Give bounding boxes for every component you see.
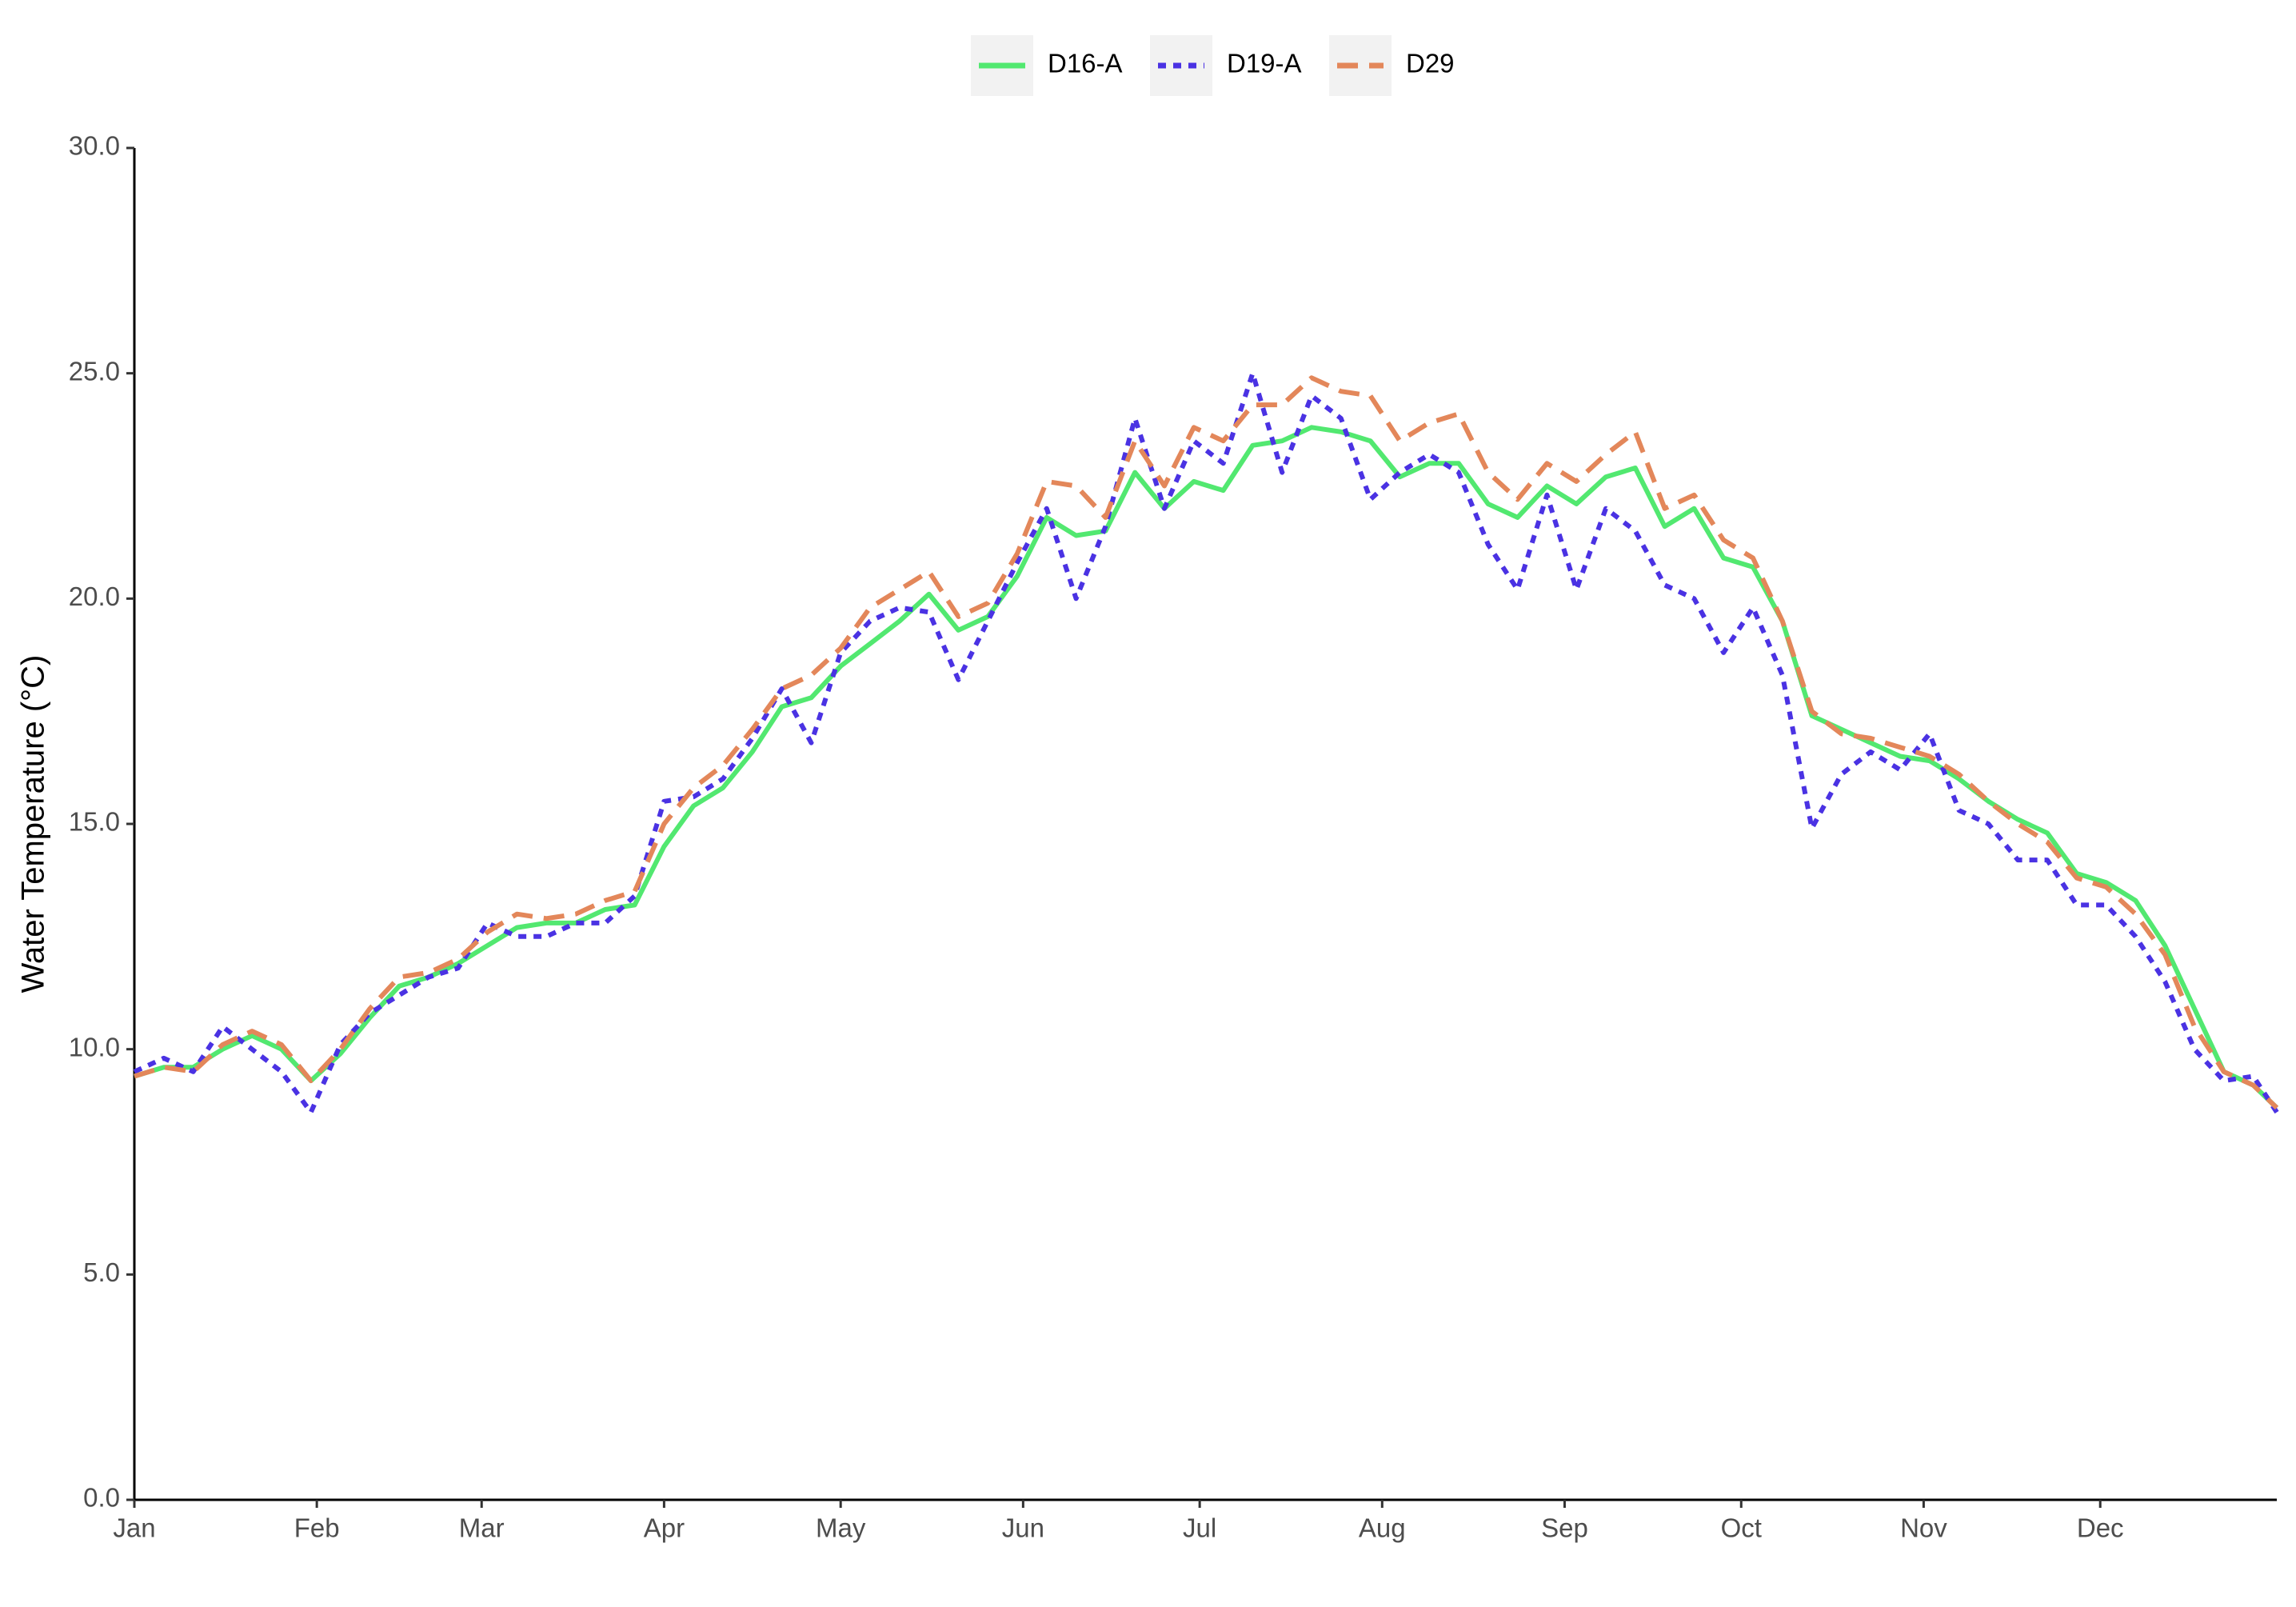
series-line [134,375,2279,1110]
y-tick-label: 30.0 [69,131,120,161]
legend-label: D29 [1406,49,1455,78]
x-tick-label: Sep [1541,1513,1588,1543]
x-tick-label: May [816,1513,866,1543]
legend-label: D16-A [1048,49,1123,78]
x-tick-label: Jul [1183,1513,1216,1543]
x-tick-label: Apr [644,1513,685,1543]
y-tick-label: 5.0 [83,1257,120,1287]
y-tick-label: 20.0 [69,582,120,611]
y-tick-label: 10.0 [69,1032,120,1061]
x-tick-label: Nov [1900,1513,1947,1543]
legend: D16-A D19-A D29 [971,35,1455,96]
series-line [134,425,2279,1110]
series-line [133,370,2279,1115]
x-tick-label: Feb [294,1513,340,1543]
y-axis-label: Water Temperature (°C) [16,655,51,993]
x-tick-label: Aug [1359,1513,1406,1543]
x-tick-label: Jan [113,1513,155,1543]
x-tick-label: Jun [1002,1513,1044,1543]
x-tick-label: Mar [459,1513,505,1543]
y-tick-label: 25.0 [69,356,120,386]
x-tick-label: Dec [2077,1513,2124,1543]
x-tick-label: Oct [1721,1513,1762,1543]
y-tick-label: 15.0 [69,807,120,837]
y-tick-label: 0.0 [83,1483,120,1513]
legend-label: D19-A [1227,49,1302,78]
